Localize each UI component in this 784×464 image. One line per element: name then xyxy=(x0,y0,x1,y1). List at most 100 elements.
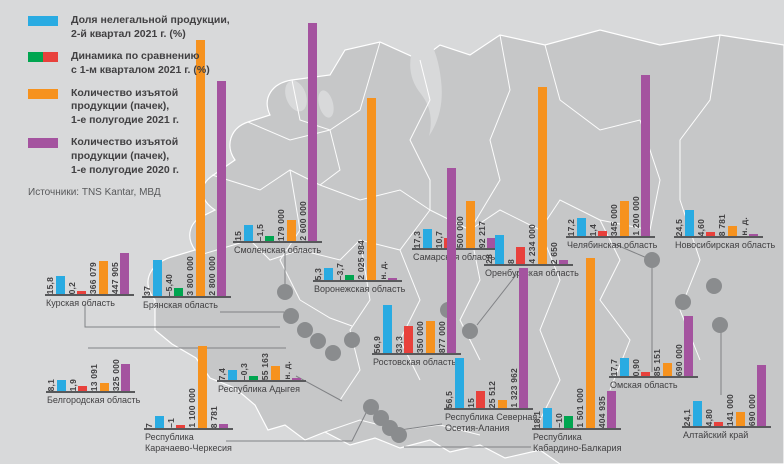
bar-unit: н. д. xyxy=(378,261,397,280)
legend-item-dynamics: Динамика по сравнению с 1-м кварталом 20… xyxy=(28,50,258,77)
bar-value-label: 4,80 xyxy=(703,408,714,426)
leader-lines xyxy=(84,242,722,448)
bars-row: 7 –1 1 100 000 8 781 xyxy=(144,346,233,430)
bars-row: 37 –5,40 3 800 000 2 800 000 xyxy=(142,40,231,298)
bar-unit: 366 079 xyxy=(88,261,108,294)
bar-unit: 56,5 xyxy=(444,358,464,408)
bar-value-label: 25 512 xyxy=(487,380,497,408)
bar-purple xyxy=(684,316,693,376)
seized-2020-swatch-icon xyxy=(28,138,58,149)
bar-purple xyxy=(607,391,616,428)
city-marker-icon xyxy=(712,317,728,333)
bar-value-label: 56,5 xyxy=(444,390,454,408)
bar-value-label: 8 781 xyxy=(208,405,219,428)
bar-orange xyxy=(537,87,547,264)
bars-row: 15,8 0,2 366 079 447 905 xyxy=(45,253,134,296)
bar-unit: 28 xyxy=(484,235,504,264)
region-group-smolensk: 15 –1,5 179 000 2 600 000 Смоленская область xyxy=(233,23,322,255)
bars-row: 17,2 1,4 345 000 1 200 000 xyxy=(566,75,655,238)
bar-purple xyxy=(121,364,130,391)
city-marker-icon xyxy=(283,308,299,324)
seized-2021-swatch-icon xyxy=(28,88,58,99)
bar-value-label: 24,5 xyxy=(674,218,684,236)
bar-value-label: –5,40 xyxy=(163,273,174,296)
bar-value-label: 24,1 xyxy=(682,408,692,426)
bar-value-label: 4,60 xyxy=(695,218,706,236)
bar-unit: –0,3 xyxy=(238,362,258,380)
bar-value-label: 1 100 000 xyxy=(187,388,197,428)
bar-green xyxy=(265,236,274,241)
region-name: Оренбургская область xyxy=(485,268,579,278)
region-group-rostov: 56,9 33,3 350 000 877 000 Ростовская область xyxy=(372,168,461,367)
bar-unit: 2 025 984 xyxy=(356,98,376,280)
region-name: Алтайский край xyxy=(683,430,749,440)
bar-orange xyxy=(619,201,629,236)
swatch-color xyxy=(43,52,58,63)
bar-orange xyxy=(465,201,475,248)
bar-unit: –1 xyxy=(166,418,185,428)
bar-red xyxy=(714,422,723,426)
bar-orange xyxy=(585,258,595,428)
bar-orange xyxy=(727,226,737,236)
bar-unit: 7,4 xyxy=(217,368,237,380)
region-name: Республика Карачаево-Черкесия xyxy=(145,432,232,453)
bar-unit: 37 xyxy=(142,260,162,296)
bar-value-label: –1,5 xyxy=(254,223,265,241)
bar-value-label: н. д. xyxy=(281,361,292,380)
leader-line xyxy=(84,304,280,328)
bar-unit: 179 000 xyxy=(276,209,296,241)
bar-value-label: 17,7 xyxy=(609,358,619,376)
bar-red xyxy=(641,372,650,376)
bar-unit: 15 xyxy=(466,391,485,408)
bar-blue xyxy=(692,401,702,426)
bar-unit: 1 501 000 xyxy=(575,258,595,428)
bar-blue xyxy=(243,225,253,241)
bar-value-label: 1 501 000 xyxy=(575,388,585,428)
bar-value-label: 2 025 984 xyxy=(356,240,366,280)
bar-purple xyxy=(120,253,129,294)
bar-orange xyxy=(497,400,507,408)
region-name: Самарская область xyxy=(413,252,496,262)
bar-value-label: 33,3 xyxy=(393,335,404,353)
bar-unit: 2 600 000 xyxy=(298,23,317,241)
region-name: Республика Кабардино-Балкария xyxy=(533,432,622,453)
region-group-belgorod: 8,1 1,9 13 091 325 000 Белгородская область xyxy=(46,358,140,405)
bar-value-label: 325 000 xyxy=(110,358,121,391)
bar-red xyxy=(77,291,86,294)
city-marker-icon xyxy=(706,278,722,294)
legend-item-seized-2020: Количество изъятой продукции (пачек), 1-… xyxy=(28,136,258,177)
bar-value-label: 404 935 xyxy=(596,395,607,428)
bar-value-label: –0,3 xyxy=(238,362,249,380)
bar-unit: 33,3 xyxy=(393,326,413,353)
region-group-karachay: 7 –1 1 100 000 8 781 Республика Карачаево-Че… xyxy=(144,346,233,453)
bar-unit: 1,4 xyxy=(588,224,607,236)
leader-line xyxy=(226,412,367,442)
bar-blue xyxy=(454,358,464,408)
bars-row: 17,7 0,90 85 151 690 000 xyxy=(609,316,698,378)
bar-orange xyxy=(662,363,672,376)
legend-item-label: Количество изъятой продукции (пачек), 1-… xyxy=(71,136,179,176)
region-group-bryansk: 37 –5,40 3 800 000 2 800 000 Брянская област… xyxy=(142,40,231,310)
bars-row: 24,1 4,80 141 000 690 000 xyxy=(682,365,771,428)
bar-purple xyxy=(388,278,397,280)
region-name: Челябинская область xyxy=(567,240,658,250)
bar-value-label: 15,8 xyxy=(45,276,55,294)
leader-line xyxy=(611,242,648,259)
bar-value-label: 55 163 xyxy=(260,352,270,380)
bar-unit: 8,1 xyxy=(46,379,66,391)
region-group-kursk: 15,8 0,2 366 079 447 905 Курская область xyxy=(45,253,134,308)
bar-red xyxy=(78,386,87,391)
region-group-adygea: 7,4 –0,3 55 163 н. д. Республика Адыгея xyxy=(217,352,306,394)
bar-value-label: 690 000 xyxy=(746,393,757,426)
bar-purple xyxy=(641,75,650,236)
bar-unit: 8 781 xyxy=(208,405,228,428)
bar-value-label: 1 323 962 xyxy=(508,368,519,408)
leader-line xyxy=(476,269,521,326)
bar-unit: –3,7 xyxy=(335,263,354,280)
swatch-color xyxy=(28,16,58,26)
bar-unit: 877 000 xyxy=(437,168,456,353)
bar-unit: 24,5 xyxy=(674,210,694,236)
bar-unit: 5,3 xyxy=(313,268,333,280)
bar-blue xyxy=(382,305,392,353)
region-group-voronezh: 5,3 –3,7 2 025 984 н. д. Воронежская область xyxy=(313,98,405,294)
